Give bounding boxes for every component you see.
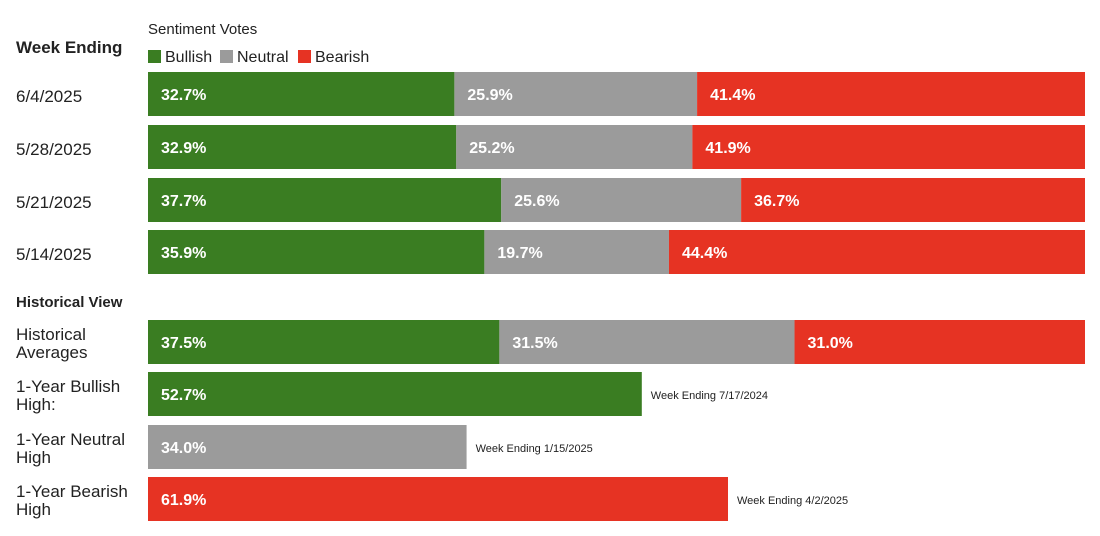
data-label-bullish-h0: 37.5%: [161, 335, 206, 352]
data-label-bearish-w3: 44.4%: [682, 245, 727, 262]
legend-label-neutral: Neutral: [237, 49, 289, 66]
row-header: Week Ending: [16, 38, 122, 57]
data-label-bullish-w2: 37.7%: [161, 193, 206, 210]
legend-label-bullish: Bullish: [165, 49, 212, 66]
row-label-week: 5/14/2025: [16, 245, 92, 264]
data-label-bearish-w2: 36.7%: [754, 193, 799, 210]
legend-swatch-bullish: [148, 50, 161, 63]
row-label-historical: Averages: [16, 343, 88, 362]
bar-segment-bullish-w0: [148, 72, 455, 116]
data-label-bullish-w3: 35.9%: [161, 245, 206, 262]
data-label-neutral-h2: 34.0%: [161, 440, 206, 457]
data-label-bullish-w0: 32.7%: [161, 87, 206, 104]
data-label-bearish-h3: 61.9%: [161, 492, 206, 509]
legend: Bullish Neutral Bearish: [148, 49, 369, 66]
data-label-bullish-w1: 32.9%: [161, 140, 206, 157]
bar-segment-bullish-w2: [148, 178, 502, 222]
bar-segment-bearish-w3: [668, 230, 1085, 274]
row-label-historical: 1-Year Bearish: [16, 482, 128, 501]
bar-segment-neutral-h2: [148, 425, 467, 469]
bar-segment-bullish-w3: [148, 230, 485, 274]
data-label-bearish-w1: 41.9%: [705, 140, 750, 157]
chart-title: Sentiment Votes: [148, 21, 257, 38]
data-label-bearish-h0: 31.0%: [808, 335, 853, 352]
bar-segment-neutral-w3: [484, 230, 669, 274]
week-ending-note: Week Ending 4/2/2025: [737, 495, 848, 507]
bar-rows: 6/4/2025 32.7% 25.9% 41.4% 5/28/2025 32.9% 25.…: [16, 72, 1085, 521]
bar-segment-bearish-w0: [697, 72, 1085, 116]
bar-segment-bullish-h1: [148, 372, 642, 416]
row-label-week: 6/4/2025: [16, 87, 82, 106]
bar-segment-neutral-w2: [501, 178, 742, 222]
row-label-week: 5/28/2025: [16, 140, 92, 159]
data-label-neutral-h0: 31.5%: [512, 335, 557, 352]
bar-segment-neutral-w1: [456, 125, 693, 169]
week-ending-note: Week Ending 1/15/2025: [476, 443, 593, 455]
bar-segment-neutral-w0: [454, 72, 698, 116]
data-label-neutral-w2: 25.6%: [514, 193, 559, 210]
row-label-historical: Historical: [16, 325, 86, 344]
row-label-week: 5/21/2025: [16, 193, 92, 212]
legend-swatch-neutral: [220, 50, 233, 63]
legend-label-bearish: Bearish: [315, 49, 369, 66]
bar-segment-neutral-h0: [499, 320, 795, 364]
bar-segment-bearish-w2: [741, 178, 1085, 222]
row-label-historical: 1-Year Bullish: [16, 377, 120, 396]
row-label-historical: High:: [16, 395, 56, 414]
data-label-neutral-w3: 19.7%: [497, 245, 542, 262]
data-label-bullish-h1: 52.7%: [161, 387, 206, 404]
week-ending-note: Week Ending 7/17/2024: [651, 390, 768, 402]
section-header: Historical View: [16, 294, 123, 311]
bar-segment-bullish-w1: [148, 125, 457, 169]
bar-segment-bullish-h0: [148, 320, 500, 364]
data-label-bearish-w0: 41.4%: [710, 87, 755, 104]
bar-segment-bearish-h0: [794, 320, 1085, 364]
row-label-historical: High: [16, 448, 51, 467]
row-label-historical: 1-Year Neutral: [16, 430, 125, 449]
bar-segment-bearish-w1: [692, 125, 1085, 169]
data-label-neutral-w0: 25.9%: [467, 87, 512, 104]
legend-swatch-bearish: [298, 50, 311, 63]
data-label-neutral-w1: 25.2%: [469, 140, 514, 157]
row-label-historical: High: [16, 500, 51, 519]
bar-segment-bearish-h3: [148, 477, 729, 521]
